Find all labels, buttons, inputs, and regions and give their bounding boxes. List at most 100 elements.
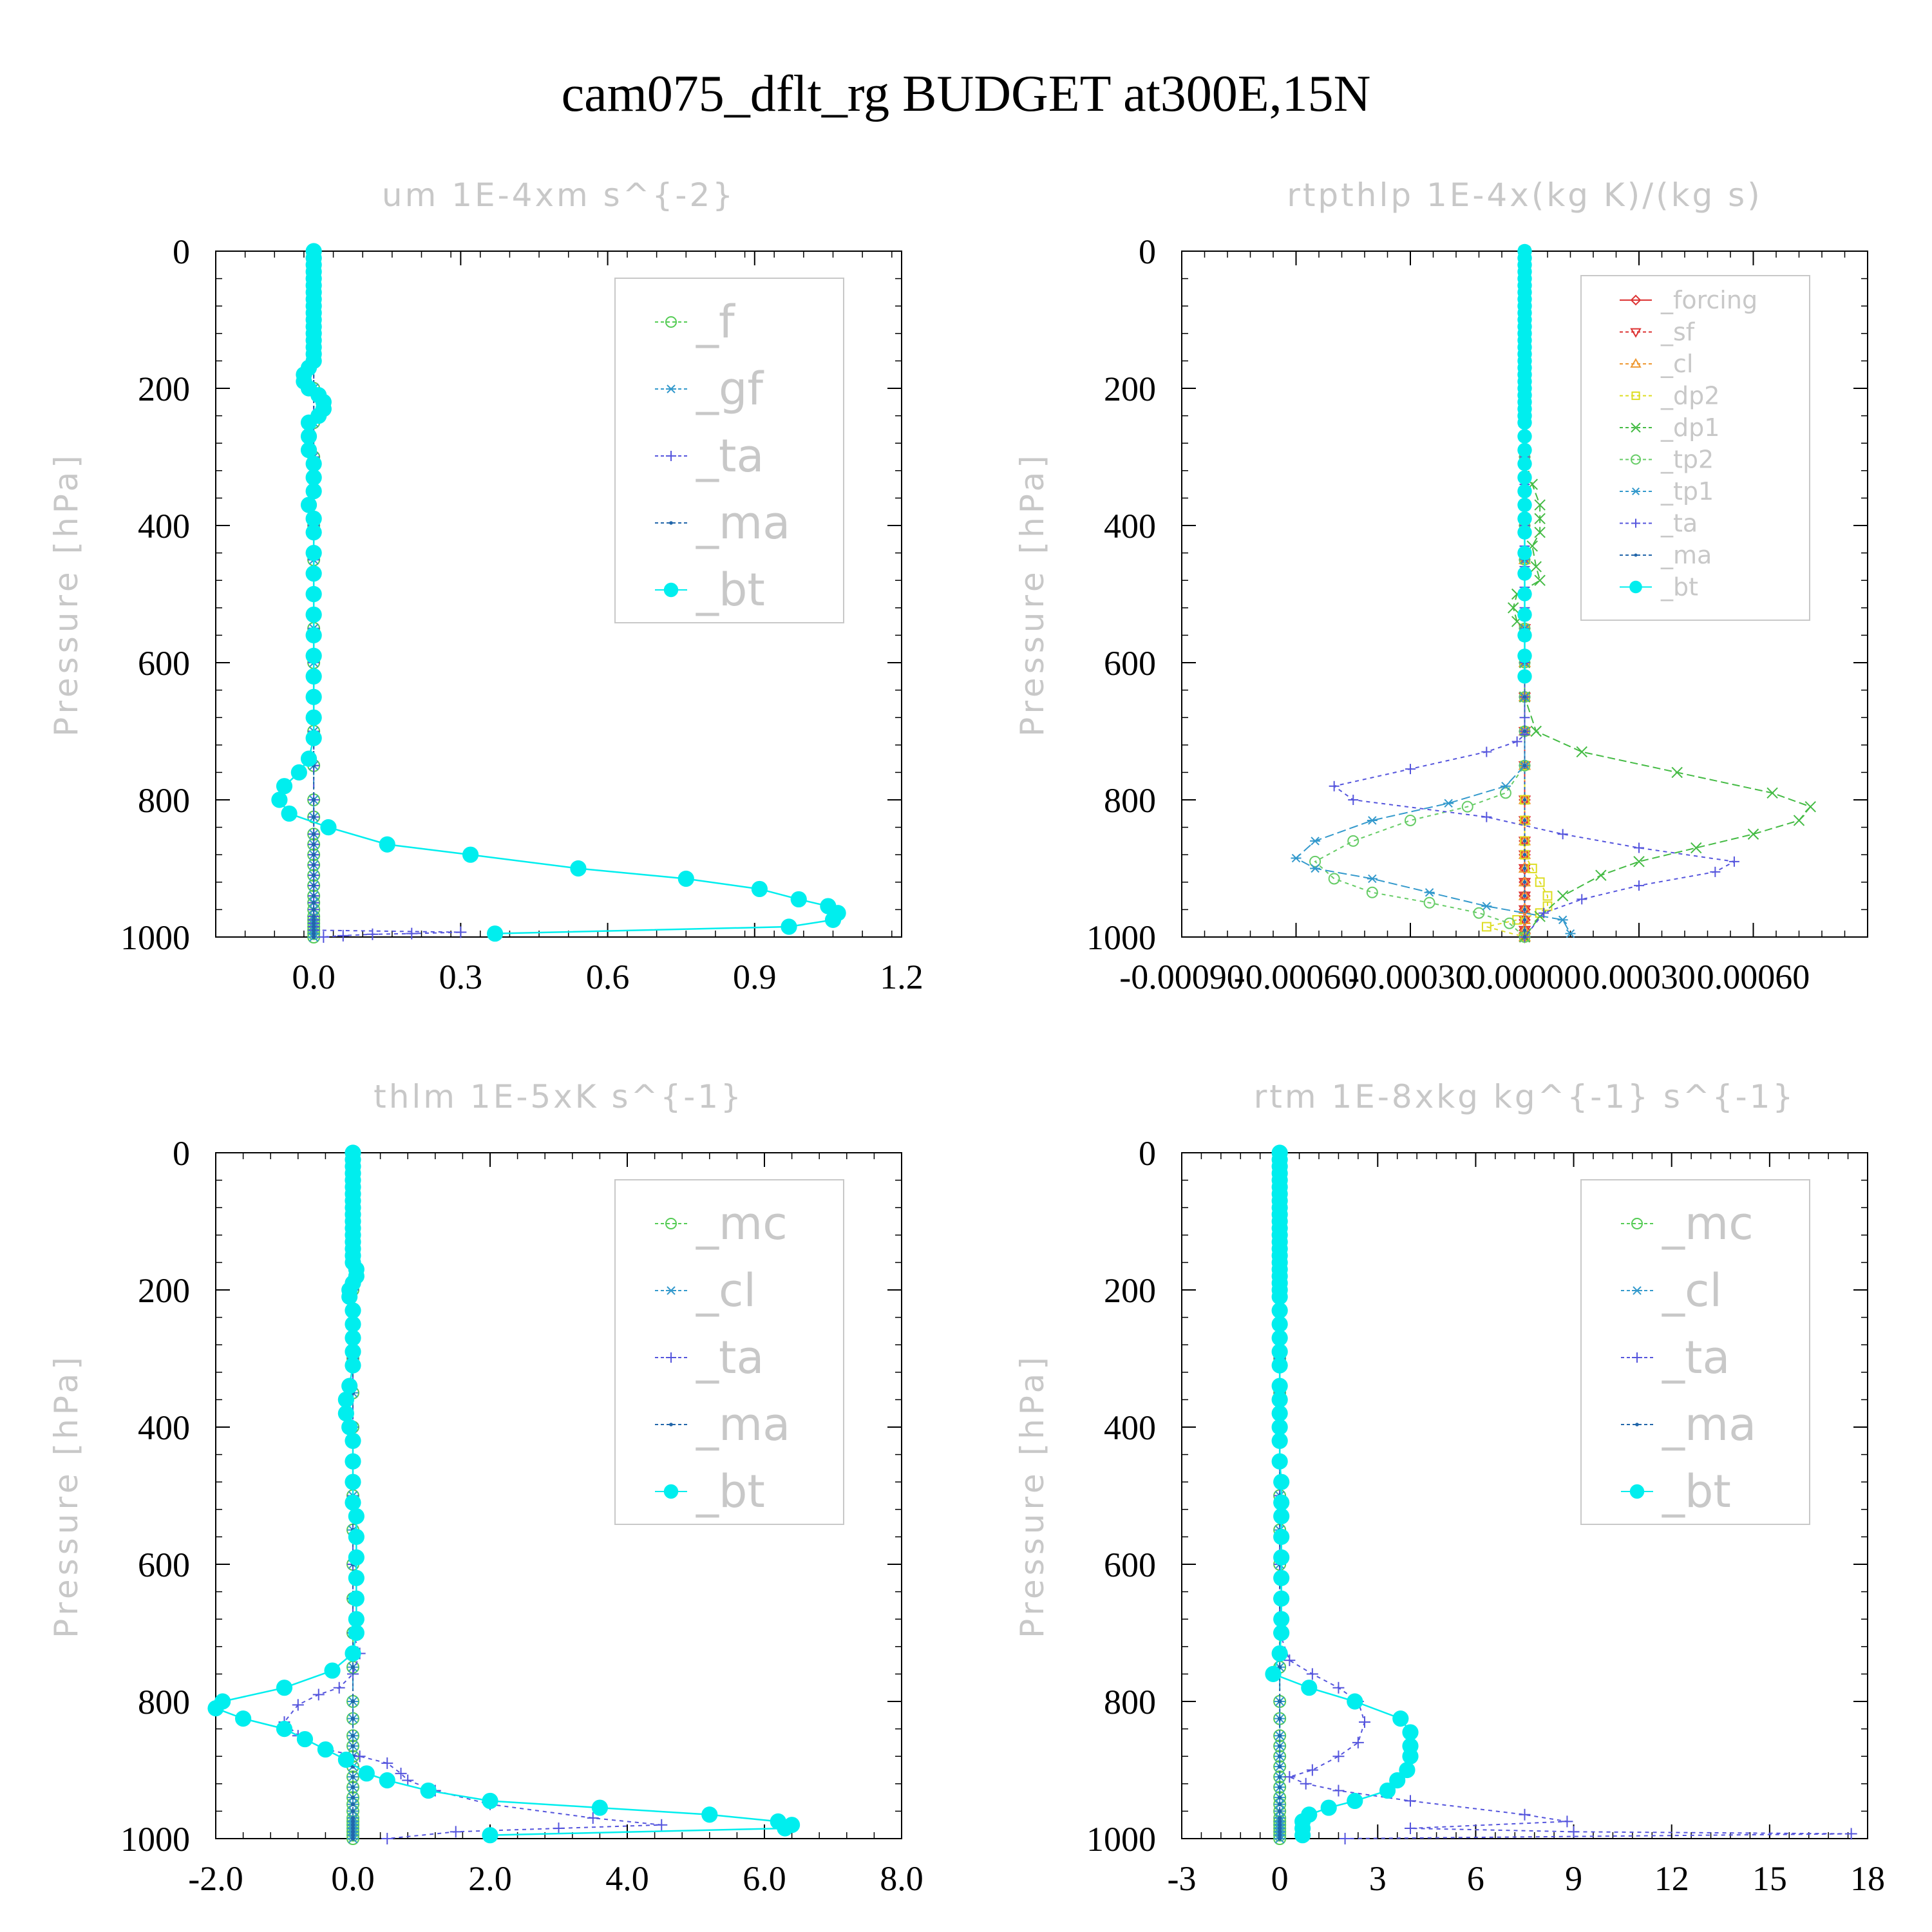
data-point (1309, 855, 1321, 867)
data-point (1277, 1734, 1282, 1738)
data-point (1517, 484, 1532, 498)
legend-marker (1631, 488, 1640, 495)
data-point (1522, 798, 1527, 802)
data-point (482, 1792, 498, 1810)
data-point (345, 1343, 361, 1360)
legend-item: _gf (655, 363, 764, 415)
legend-label: _sf (1660, 318, 1696, 346)
y-tick-label: 800 (1104, 1683, 1156, 1721)
series-bt (1265, 1144, 1419, 1844)
data-point (1517, 525, 1532, 540)
x-tick-label: 0.00030 (1582, 958, 1696, 996)
panel-title: rtm 1E-8xkg kg^{-1} s^{-1} (1254, 1078, 1796, 1115)
legend-item: _cl (1621, 1264, 1722, 1317)
y-tick-label: 1000 (120, 918, 190, 957)
x-tick-label: 0 (1271, 1859, 1289, 1898)
series-tp1 (1291, 247, 1576, 938)
data-point (1277, 1795, 1282, 1800)
data-point (350, 1826, 355, 1831)
y-tick-label: 400 (138, 507, 190, 545)
data-point (656, 1819, 668, 1831)
data-point (1522, 928, 1527, 933)
y-tick-label: 200 (138, 1271, 190, 1310)
legend: _f _gf _ta _ma _bt (614, 278, 844, 623)
data-point (1265, 1665, 1282, 1682)
data-point (1271, 1343, 1288, 1360)
data-point (1277, 1826, 1282, 1831)
data-point (455, 926, 467, 938)
data-point (350, 1734, 355, 1738)
data-point (1565, 929, 1576, 938)
data-point (305, 709, 322, 726)
data-point (345, 1453, 361, 1470)
data-point (701, 1806, 718, 1823)
data-point (1535, 877, 1545, 887)
data-point (341, 1289, 358, 1305)
data-point (305, 668, 322, 685)
data-point (305, 627, 322, 644)
data-point (350, 1836, 355, 1841)
legend-label: _cl (696, 1264, 756, 1317)
data-point (276, 778, 293, 795)
data-point (350, 1809, 355, 1814)
data-point (1329, 781, 1340, 791)
x-tick-label: 6 (1467, 1859, 1484, 1898)
data-point (311, 815, 316, 819)
panel-1: um 1E-4xm s^{-2} Pressure [hPa] 0.0 0.3 0.6 0… (48, 176, 923, 996)
x-tick-label: 2.0 (468, 1859, 512, 1898)
x-tick-label: 18 (1850, 1859, 1885, 1898)
plot-frame (215, 1152, 902, 1839)
legend-item: _bt (655, 1465, 765, 1518)
data-point (381, 1757, 393, 1769)
legend-marker (1631, 391, 1640, 401)
x-tick-label: -0.00060 (1234, 958, 1358, 996)
legend-marker (1632, 1352, 1642, 1363)
data-point (1517, 649, 1532, 663)
legend-label: _forcing (1660, 286, 1757, 314)
data-point (1481, 811, 1492, 822)
data-point (1634, 842, 1644, 853)
data-point (1517, 415, 1532, 430)
data-point (305, 647, 322, 664)
data-point (1517, 456, 1532, 471)
data-point (587, 1812, 599, 1824)
legend-label: _ma (696, 497, 790, 549)
legend-marker (1634, 553, 1638, 557)
data-point (1277, 1699, 1282, 1704)
legend-marker (1632, 1286, 1642, 1295)
data-point (1283, 1771, 1296, 1783)
data-point (350, 1795, 355, 1800)
data-point (345, 1357, 361, 1374)
legend-label: _dp1 (1660, 413, 1719, 442)
legend-item: _dp1 (1620, 413, 1719, 442)
legend-label: _mc (696, 1197, 788, 1250)
data-point (292, 1699, 304, 1711)
data-point (1291, 853, 1302, 863)
data-point (591, 1799, 609, 1816)
data-point (1405, 1823, 1416, 1835)
data-point (677, 870, 694, 887)
data-point (1273, 1624, 1290, 1642)
data-point (1522, 839, 1527, 843)
data-point (300, 497, 317, 513)
data-point (1595, 869, 1607, 881)
data-point (1481, 902, 1492, 911)
legend-item: _forcing (1620, 286, 1757, 314)
legend-marker (1630, 328, 1642, 338)
data-point (317, 1741, 334, 1758)
x-tick-label: -0.00090 (1119, 958, 1244, 996)
data-point (276, 1721, 293, 1738)
data-point (345, 1473, 361, 1490)
legend-marker (1630, 294, 1642, 306)
data-point (1271, 1432, 1288, 1449)
y-tick-label: 0 (1139, 232, 1156, 271)
data-point (1271, 1645, 1288, 1662)
x-tick-label: -2.0 (188, 1859, 243, 1898)
legend-item: _ma (655, 1398, 790, 1451)
data-point (317, 931, 330, 943)
data-point (320, 819, 337, 836)
data-point (1710, 866, 1721, 877)
data-point (1473, 907, 1485, 919)
panel-title: thlm 1E-5xK s^{-1} (374, 1078, 744, 1115)
x-tick-label: 3 (1369, 1859, 1387, 1898)
